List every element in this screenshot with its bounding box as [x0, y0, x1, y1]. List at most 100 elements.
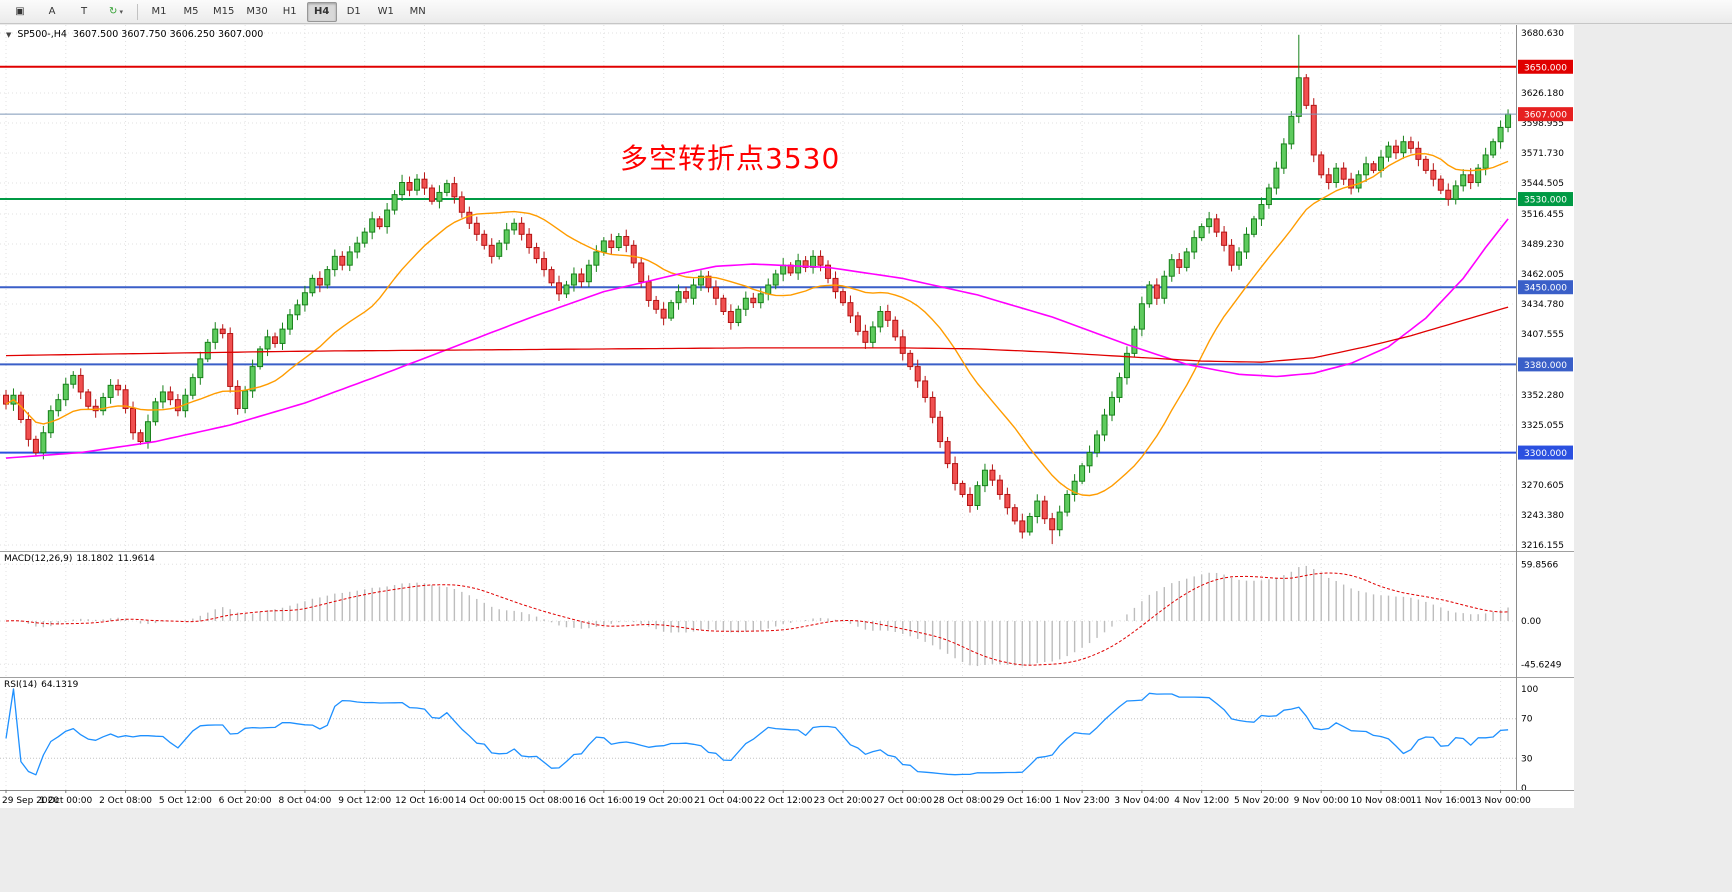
svg-text:3650.000: 3650.000	[1524, 63, 1567, 73]
macd-label: MACD(12,26,9) 18.1802 11.9614	[4, 554, 159, 564]
price-axis-label: 3462.005	[1521, 270, 1564, 280]
rsi-name: RSI(14)	[4, 680, 38, 690]
chart-window: 3680.630 3626.180 3598.955 3571.730 3544.505…	[0, 25, 1574, 808]
refresh-button[interactable]: ↻ ▾	[101, 2, 131, 22]
time-axis-label: 4 Nov 12:00	[1174, 796, 1229, 806]
timeframe-m30-button[interactable]: M30	[246, 6, 268, 17]
timeframe-m1-button[interactable]: M1	[151, 6, 167, 17]
time-axis-label: 29 Sep 2020	[2, 796, 59, 806]
svg-text:3380.000: 3380.000	[1524, 361, 1567, 371]
time-axis-label: 29 Oct 16:00	[993, 796, 1052, 806]
time-axis-label: 2 Oct 08:00	[99, 796, 152, 806]
rsi-axis-label: 70	[1521, 715, 1533, 725]
svg-text:3300.000: 3300.000	[1524, 449, 1567, 459]
time-axis-label: 5 Oct 12:00	[159, 796, 212, 806]
timeframe-mn-button[interactable]: MN	[409, 6, 426, 17]
macd-histogram	[12, 565, 1509, 667]
time-axis-label: 8 Oct 04:00	[278, 796, 331, 806]
text-tool-button[interactable]: T	[69, 2, 99, 22]
annotation-text: 多空转折点3530	[620, 142, 841, 175]
chart-mode-icon: ▣	[15, 6, 25, 17]
macd-main-value: 18.1802	[76, 554, 114, 564]
candlestick-layer	[3, 34, 1512, 545]
ma-slow-line	[5, 306, 1509, 363]
macd-name: MACD(12,26,9)	[4, 554, 73, 564]
symbol-header: ▼ SP500-,H4 3607.500 3607.750 3606.250 3…	[6, 29, 263, 40]
rsi-chart: 100 70 30 0	[0, 677, 1574, 790]
rsi-panel[interactable]: 100 70 30 0 RSI(14) 64.1319	[0, 677, 1574, 790]
price-badge: 3607.000	[1518, 107, 1573, 122]
svg-text:3530.000: 3530.000	[1524, 196, 1567, 206]
ohlc-values: 3607.500 3607.750 3606.250 3607.000	[72, 29, 264, 40]
macd-chart: 59.8566 0.00 -45.6249	[0, 551, 1574, 677]
ma-fast-line	[5, 153, 1509, 497]
price-badge: 3300.000	[1518, 445, 1573, 460]
timeframe-w1-button[interactable]: W1	[377, 6, 394, 17]
ma-mid-line	[5, 218, 1509, 459]
price-axis-label: 3434.780	[1521, 300, 1564, 310]
rsi-line	[5, 688, 1509, 776]
time-axis-label: 10 Nov 08:00	[1351, 796, 1412, 806]
timeframe-m5-button[interactable]: M5	[183, 6, 199, 17]
price-badge: 3530.000	[1518, 192, 1573, 207]
time-axis-label: 6 Oct 20:00	[219, 796, 272, 806]
rsi-value: 64.1319	[41, 680, 79, 690]
crosshair-button[interactable]: A	[37, 2, 67, 22]
time-axis-label: 13 Nov 00:00	[1470, 796, 1531, 806]
time-axis-label: 5 Nov 20:00	[1234, 796, 1289, 806]
time-axis-label: 19 Oct 20:00	[634, 796, 693, 806]
time-axis-label: 9 Nov 00:00	[1294, 796, 1349, 806]
rsi-axis-label: 30	[1521, 754, 1533, 764]
time-axis-label: 16 Oct 16:00	[574, 796, 633, 806]
chart-mode-button[interactable]: ▣	[5, 2, 35, 22]
time-axis-label: 12 Oct 16:00	[395, 796, 454, 806]
time-axis-label: 23 Oct 20:00	[814, 796, 873, 806]
time-axis-label: 22 Oct 12:00	[754, 796, 813, 806]
time-axis-label: 1 Oct 00:00	[39, 796, 92, 806]
price-badge: 3450.000	[1518, 280, 1573, 295]
price-chart: 3680.630 3626.180 3598.955 3571.730 3544.505…	[0, 25, 1573, 551]
price-badge: 3380.000	[1518, 357, 1573, 372]
toolbar-separator	[137, 3, 138, 20]
time-axis-label: 21 Oct 04:00	[694, 796, 753, 806]
time-axis-label: 9 Oct 12:00	[338, 796, 391, 806]
time-axis-label: 3 Nov 04:00	[1114, 796, 1169, 806]
time-axis-label: 14 Oct 00:00	[455, 796, 514, 806]
timeframe-m15-button[interactable]: M15	[213, 6, 235, 17]
symbol-label: SP500-,H4	[17, 29, 67, 40]
price-gridlines	[0, 32, 1517, 546]
price-axis-label: 3270.605	[1521, 481, 1564, 491]
tool-buttons: ▣ A T ↻ ▾	[4, 2, 132, 22]
svg-text:3450.000: 3450.000	[1524, 284, 1567, 294]
time-axis-label: 28 Oct 08:00	[933, 796, 992, 806]
timeframe-h4-button[interactable]: H4	[306, 1, 337, 22]
timeframe-buttons: M1 M5 M15 M30 H1 H4 D1 W1 MN	[143, 1, 434, 22]
price-axis-label: 3489.230	[1521, 240, 1564, 250]
price-axis-label: 3325.055	[1521, 421, 1564, 431]
price-axis-label: 3598.955	[1521, 119, 1564, 129]
price-axis-label: 3571.730	[1521, 149, 1564, 159]
time-axis-label: 27 Oct 00:00	[873, 796, 932, 806]
price-axis-label: 3544.505	[1521, 179, 1564, 189]
macd-axis-label: 59.8566	[1521, 560, 1558, 570]
rsi-label: RSI(14) 64.1319	[4, 680, 82, 690]
timeframe-d1-button[interactable]: D1	[346, 6, 361, 17]
rsi-axis-label: 100	[1521, 685, 1538, 695]
price-axis-label: 3243.380	[1521, 511, 1564, 521]
refresh-icon: ↻	[109, 6, 118, 17]
time-axis[interactable]: 29 Sep 2020 1 Oct 00:00 2 Oct 08:00 5 Oct 1…	[0, 790, 1574, 808]
collapse-caret-icon[interactable]: ▼	[6, 30, 12, 39]
rsi-axis-label: 0	[1521, 784, 1527, 790]
timeframe-h1-button[interactable]: H1	[282, 6, 297, 17]
price-chart-panel[interactable]: 3680.630 3626.180 3598.955 3571.730 3544.505…	[0, 25, 1574, 551]
text-tool-icon: T	[80, 6, 88, 17]
dropdown-caret-icon: ▾	[119, 7, 123, 16]
price-badge: 3650.000	[1518, 59, 1573, 74]
macd-axis-label: -45.6249	[1521, 660, 1562, 670]
price-axis-label: 3516.455	[1521, 210, 1564, 220]
macd-axis-label: 0.00	[1521, 617, 1541, 627]
time-axis-label: 15 Oct 08:00	[515, 796, 574, 806]
price-axis-label: 3626.180	[1521, 89, 1564, 99]
macd-panel[interactable]: 59.8566 0.00 -45.6249 MACD(12,26,9) 18.1802…	[0, 551, 1574, 677]
